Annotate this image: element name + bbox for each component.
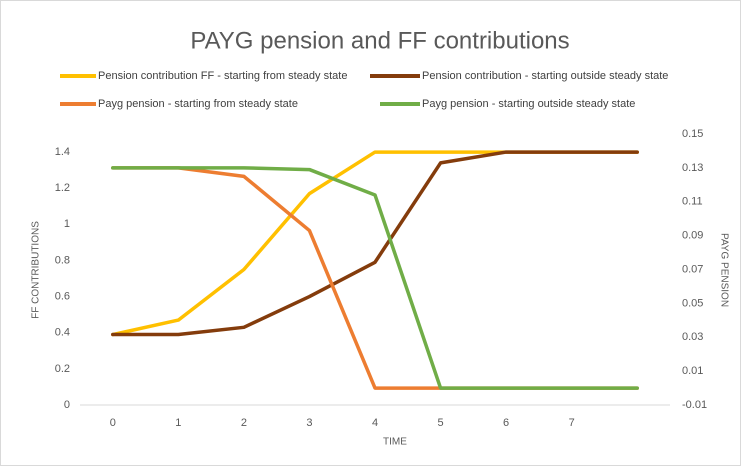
y-tick-label: 0 (64, 399, 70, 411)
chart-title: PAYG pension and FF contributions (190, 27, 569, 54)
y2-tick-label: -0.01 (682, 399, 707, 411)
y2-tick-label: 0.15 (682, 128, 703, 140)
x-tick-label: 3 (306, 417, 312, 429)
y2-tick-label: 0.03 (682, 331, 703, 343)
y2-tick-label: 0.11 (682, 196, 703, 208)
legend-label: Payg pension - starting from steady stat… (98, 98, 298, 110)
y-tick-label: 0.4 (55, 327, 70, 339)
y2-tick-label: 0.13 (682, 162, 703, 174)
series-line (111, 150, 639, 337)
y2-tick-label: 0.01 (682, 365, 703, 377)
y-tick-label: 1 (64, 218, 70, 230)
y2-tick-label: 0.09 (682, 230, 703, 242)
y2-tick-label: 0.05 (682, 297, 703, 309)
x-axis-title: TIME (383, 437, 407, 448)
y2-tick-label: 0.07 (682, 263, 703, 275)
x-tick-label: 1 (175, 417, 181, 429)
series-line (111, 166, 639, 390)
x-tick-label: 2 (241, 417, 247, 429)
x-tick-label: 4 (372, 417, 378, 429)
x-tick-label: 0 (110, 417, 116, 429)
x-tick-label: 7 (569, 417, 575, 429)
y-tick-label: 0.2 (55, 363, 70, 375)
y-axis-title: FF CONTRIBUTIONS (31, 221, 42, 319)
y-tick-label: 1.4 (55, 146, 70, 158)
legend-label: Payg pension - starting outside steady s… (422, 98, 635, 110)
x-tick-label: 5 (437, 417, 443, 429)
x-tick-label: 6 (503, 417, 509, 429)
legend-label: Pension contribution FF - starting from … (98, 70, 347, 82)
y-tick-label: 0.8 (55, 254, 70, 266)
y-tick-label: 1.2 (55, 182, 70, 194)
legend-label: Pension contribution - starting outside … (422, 70, 668, 82)
y-tick-label: 0.6 (55, 291, 70, 303)
y2-axis-title: PAYG PENSION (718, 233, 729, 307)
